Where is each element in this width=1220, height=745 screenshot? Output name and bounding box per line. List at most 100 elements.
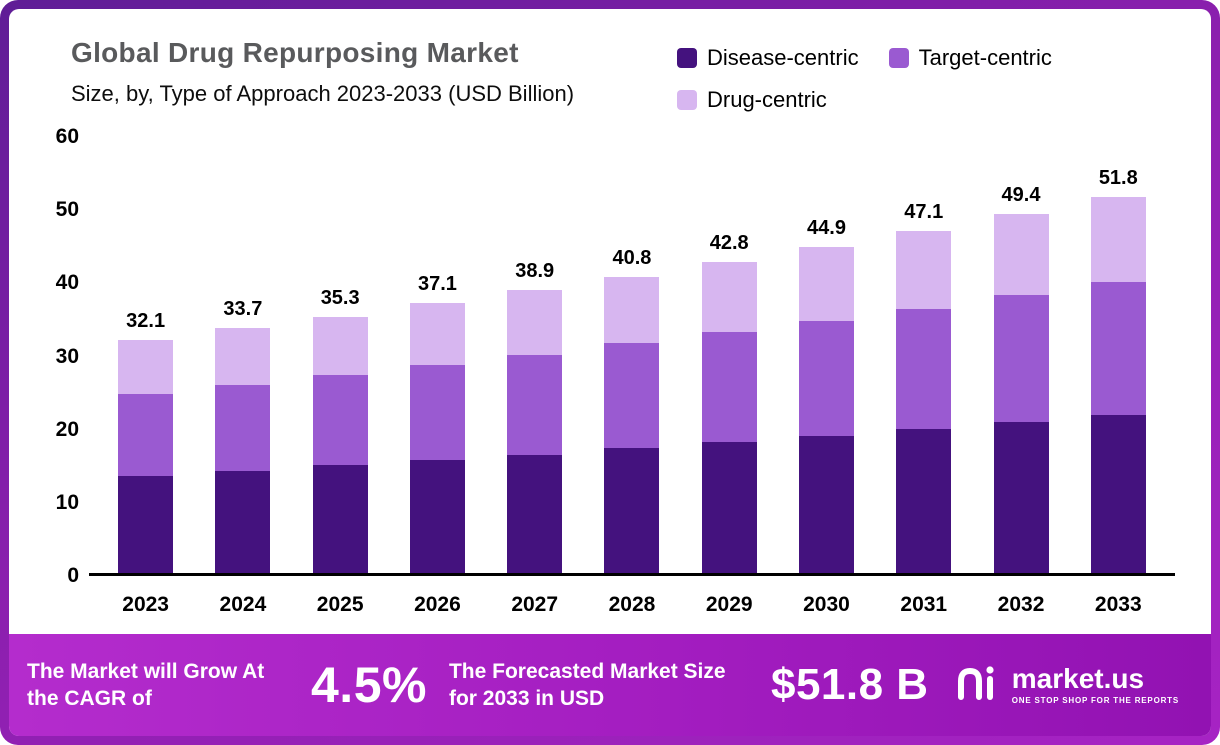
bar-segment-target-centric [1090, 281, 1146, 415]
bar-stack [312, 316, 368, 574]
x-tick-label: 2033 [1094, 593, 1142, 616]
chart-legend: Disease-centric Target-centric Drug-centri… [677, 37, 1177, 131]
bar-segment-target-centric [993, 295, 1049, 422]
bar-stack [215, 328, 271, 573]
marketus-logo-icon [954, 662, 1000, 709]
legend-swatch [677, 90, 697, 110]
bar-segment-disease-centric [312, 465, 368, 573]
x-tick-label: 2027 [511, 593, 559, 616]
bar-segment-disease-centric [993, 421, 1049, 573]
bar-segment-disease-centric [409, 459, 465, 573]
x-tick-label: 2030 [803, 593, 850, 616]
bar-segment-drug-centric [896, 230, 952, 309]
brand-tagline: ONE STOP SHOP FOR THE REPORTS [1011, 696, 1179, 705]
forecast-label: The Forecasted Market Size for 2033 in U… [448, 659, 726, 710]
bar-segment-drug-centric [118, 339, 174, 395]
bar-group: 49.4 [972, 137, 1069, 573]
bar-group: 35.3 [292, 137, 389, 573]
bar-segment-target-centric [701, 332, 757, 443]
bar-stack [409, 303, 465, 573]
y-tick-label: 10 [55, 490, 79, 514]
bar-segment-target-centric [118, 394, 174, 476]
bar-value-label: 35.3 [320, 286, 360, 309]
y-tick-label: 0 [67, 564, 79, 587]
bar-stack [604, 276, 660, 573]
y-tick-label: 20 [55, 417, 79, 441]
legend-item-target-centric: Target-centric [888, 45, 1052, 71]
y-tick-label: 60 [55, 125, 79, 148]
bar-segment-disease-centric [896, 429, 952, 573]
bar-stack [798, 246, 854, 573]
bar-segment-disease-centric [507, 454, 563, 573]
bar-segment-disease-centric [604, 448, 660, 573]
bar-segment-target-centric [896, 308, 952, 430]
x-tick-label: 2025 [316, 593, 364, 616]
legend-swatch [677, 48, 697, 68]
brand-text: market.us ONE STOP SHOP FOR THE REPORTS [1011, 663, 1179, 706]
bar-group: 47.1 [875, 137, 972, 573]
bar-group: 38.9 [486, 137, 583, 573]
cagr-value: 4.5% [311, 657, 427, 713]
legend-item-drug-centric: Drug-centric [677, 87, 827, 113]
x-tick-label: 2023 [122, 593, 169, 616]
bar-value-label: 37.1 [417, 273, 457, 296]
chart-title: Global Drug Repurposing Market [71, 37, 519, 68]
bar-value-label: 42.8 [709, 232, 749, 254]
bar-segment-target-centric [507, 355, 563, 455]
bar-segment-target-centric [312, 375, 368, 466]
bar-segment-drug-centric [701, 262, 757, 333]
bar-segment-disease-centric [215, 470, 271, 573]
bar-segment-disease-centric [798, 435, 854, 573]
bar-stack [993, 214, 1049, 573]
legend-label: Target-centric [918, 45, 1052, 70]
bar-segment-drug-centric [507, 290, 563, 355]
y-tick-label: 50 [55, 198, 79, 222]
forecast-value: $51.8 B [770, 660, 929, 709]
chart-area: 0 10 20 30 40 50 60 32.1 33.7 35.3 37.1 38.9 40.8 42… [9, 125, 1211, 634]
bar-segment-drug-centric [604, 276, 660, 344]
brand-logo: market.us ONE STOP SHOP FOR THE REPORTS [954, 662, 1185, 709]
plot-row: 0 10 20 30 40 50 60 32.1 33.7 35.3 37.1 38.9 40.8 42… [29, 125, 1175, 587]
bar-group: 44.9 [778, 137, 875, 573]
x-tick-label: 2026 [414, 593, 461, 616]
bar-stack [1090, 196, 1146, 573]
bar-value-label: 49.4 [1001, 184, 1041, 207]
bar-value-label: 32.1 [126, 309, 166, 332]
bar-segment-drug-centric [1090, 196, 1146, 282]
bar-stack [118, 339, 174, 573]
legend-label: Disease-centric [707, 45, 859, 70]
bar-segment-disease-centric [701, 442, 757, 573]
bar-value-label: 51.8 [1098, 166, 1138, 189]
chart-subtitle: Size, by, Type of Approach 2023-2033 (US… [71, 81, 575, 106]
plot-area: 32.1 33.7 35.3 37.1 38.9 40.8 42.8 44.9 47.1 49.4… [89, 137, 1175, 576]
bar-segment-drug-centric [215, 328, 271, 385]
bar-segment-drug-centric [798, 246, 854, 321]
brand-name: market.us [1011, 663, 1145, 694]
bar-group: 32.1 [97, 137, 194, 573]
y-axis: 0 10 20 30 40 50 60 [29, 125, 89, 587]
y-tick-label: 40 [55, 271, 79, 295]
legend-label: Drug-centric [707, 87, 827, 112]
bar-segment-drug-centric [993, 214, 1049, 296]
legend-item-disease-centric: Disease-centric [677, 45, 859, 71]
bar-group: 33.7 [194, 137, 291, 573]
infographic-body: Global Drug Repurposing Market Size, by,… [9, 9, 1211, 736]
bar-segment-target-centric [798, 320, 854, 436]
bar-segment-target-centric [215, 384, 271, 471]
bar-value-label: 44.9 [807, 216, 846, 239]
bar-group: 37.1 [389, 137, 486, 573]
bar-segment-target-centric [409, 365, 465, 460]
bar-value-label: 38.9 [515, 260, 555, 283]
y-tick-label: 30 [55, 344, 79, 368]
bar-group: 51.8 [1070, 137, 1167, 573]
bar-value-label: 40.8 [612, 246, 652, 269]
x-tick-label: 2024 [219, 593, 267, 616]
cagr-label: The Market will Grow At the CAGR of [27, 659, 265, 710]
bar-segment-disease-centric [1090, 414, 1146, 573]
x-tick-label: 2031 [900, 593, 948, 616]
bar-stack [507, 290, 563, 573]
x-axis: 2023 2024 2025 2026 2027 2028 2029 2030 2031 2032… [89, 576, 1175, 634]
legend-swatch [888, 48, 909, 68]
x-tick-label: 2032 [997, 593, 1045, 616]
